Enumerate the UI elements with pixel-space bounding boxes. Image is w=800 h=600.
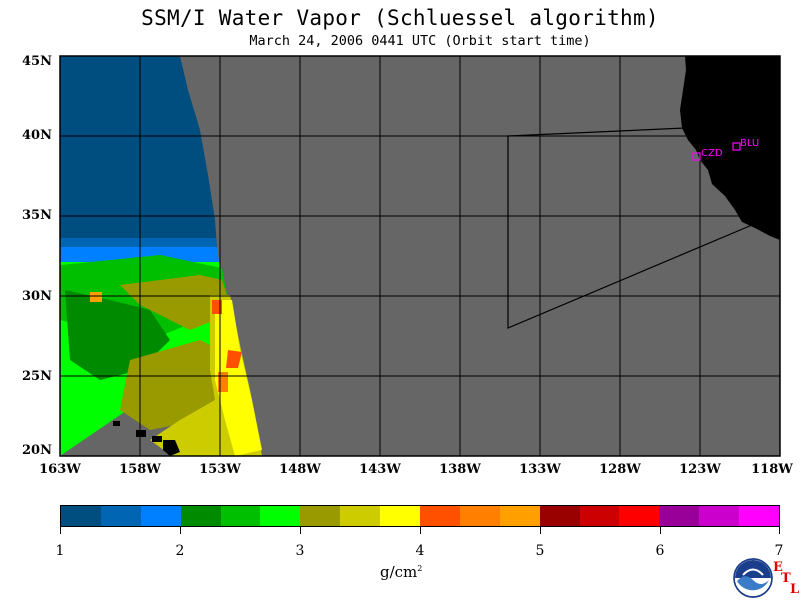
colorbar-swatch bbox=[539, 506, 580, 526]
lat-label-25n: 25N bbox=[22, 369, 52, 384]
colorbar-label-3: 3 bbox=[295, 543, 305, 559]
colorbar-swatch bbox=[499, 506, 540, 526]
colorbar-swatch bbox=[100, 506, 141, 526]
graticule bbox=[60, 56, 780, 456]
station-label-czd: CZD bbox=[701, 148, 723, 159]
noaa-logo bbox=[733, 558, 773, 598]
lon-label-153w: 153W bbox=[199, 462, 241, 477]
colorbar-swatch bbox=[61, 506, 101, 526]
lat-label-20n: 20N bbox=[22, 443, 52, 458]
colorbar-label-5: 5 bbox=[535, 543, 545, 559]
lon-label-138w: 138W bbox=[439, 462, 481, 477]
station-czd: CZD bbox=[692, 148, 723, 161]
colorbar-tick bbox=[60, 527, 61, 534]
colorbar-unit-exponent: 2 bbox=[417, 564, 423, 573]
colorbar-swatch bbox=[659, 506, 700, 526]
logo-letter-t: T bbox=[781, 571, 791, 586]
station-blu: BLU bbox=[732, 138, 759, 151]
lon-label-123w: 123W bbox=[679, 462, 721, 477]
colorbar-swatch bbox=[260, 506, 301, 526]
colorbar-label-4: 4 bbox=[415, 543, 425, 559]
logo-letter-e: E bbox=[773, 560, 783, 575]
lat-label-30n: 30N bbox=[22, 289, 52, 304]
california-coast-land bbox=[680, 56, 780, 240]
colorbar-swatch bbox=[420, 506, 460, 526]
colorbar-swatch bbox=[739, 506, 780, 526]
logo-letter-l: L bbox=[790, 582, 800, 597]
colorbar-tick bbox=[300, 527, 301, 534]
colorbar-tick bbox=[540, 527, 541, 534]
lon-label-128w: 128W bbox=[599, 462, 641, 477]
colorbar-swatch bbox=[619, 506, 660, 526]
lon-label-118w: 118W bbox=[751, 462, 793, 477]
map-title: SSM/I Water Vapor (Schluessel algorithm) bbox=[141, 6, 659, 30]
lon-label-158w: 158W bbox=[119, 462, 161, 477]
colorbar-label-6: 6 bbox=[655, 543, 665, 559]
colorbar-swatch bbox=[459, 506, 500, 526]
lat-label-35n: 35N bbox=[22, 208, 52, 223]
colorbar-label-2: 2 bbox=[175, 543, 185, 559]
colorbar-swatch bbox=[340, 506, 381, 526]
colorbar-swatch bbox=[579, 506, 620, 526]
lon-label-163w: 163W bbox=[39, 462, 81, 477]
colorbar-tick bbox=[660, 527, 661, 534]
colorbar-tick bbox=[180, 527, 181, 534]
colorbar-swatch bbox=[220, 506, 261, 526]
station-label-blu: BLU bbox=[740, 138, 759, 149]
colorbar-swatch bbox=[140, 506, 181, 526]
colorbar-label-1: 1 bbox=[55, 543, 65, 559]
colorbar-swatch bbox=[180, 506, 221, 526]
colorbar-swatch bbox=[300, 506, 341, 526]
colorbar-tick bbox=[420, 527, 421, 534]
colorbar-swatch bbox=[699, 506, 740, 526]
map-subtitle: March 24, 2006 0441 UTC (Orbit start tim… bbox=[249, 33, 591, 49]
map-frame bbox=[59, 55, 781, 457]
lat-label-45n: 45N bbox=[22, 54, 52, 69]
colorbar-unit: g/cm2 bbox=[380, 563, 422, 581]
colorbar-tick bbox=[779, 527, 780, 534]
colorbar-label-7: 7 bbox=[774, 543, 784, 559]
colorbar-unit-text: g/cm bbox=[380, 563, 418, 581]
colorbar-swatch bbox=[380, 506, 421, 526]
lon-label-148w: 148W bbox=[279, 462, 321, 477]
lat-label-40n: 40N bbox=[22, 128, 52, 143]
colorbar bbox=[60, 505, 780, 527]
lon-label-133w: 133W bbox=[519, 462, 561, 477]
domain-outline bbox=[507, 127, 753, 329]
lon-label-143w: 143W bbox=[359, 462, 401, 477]
